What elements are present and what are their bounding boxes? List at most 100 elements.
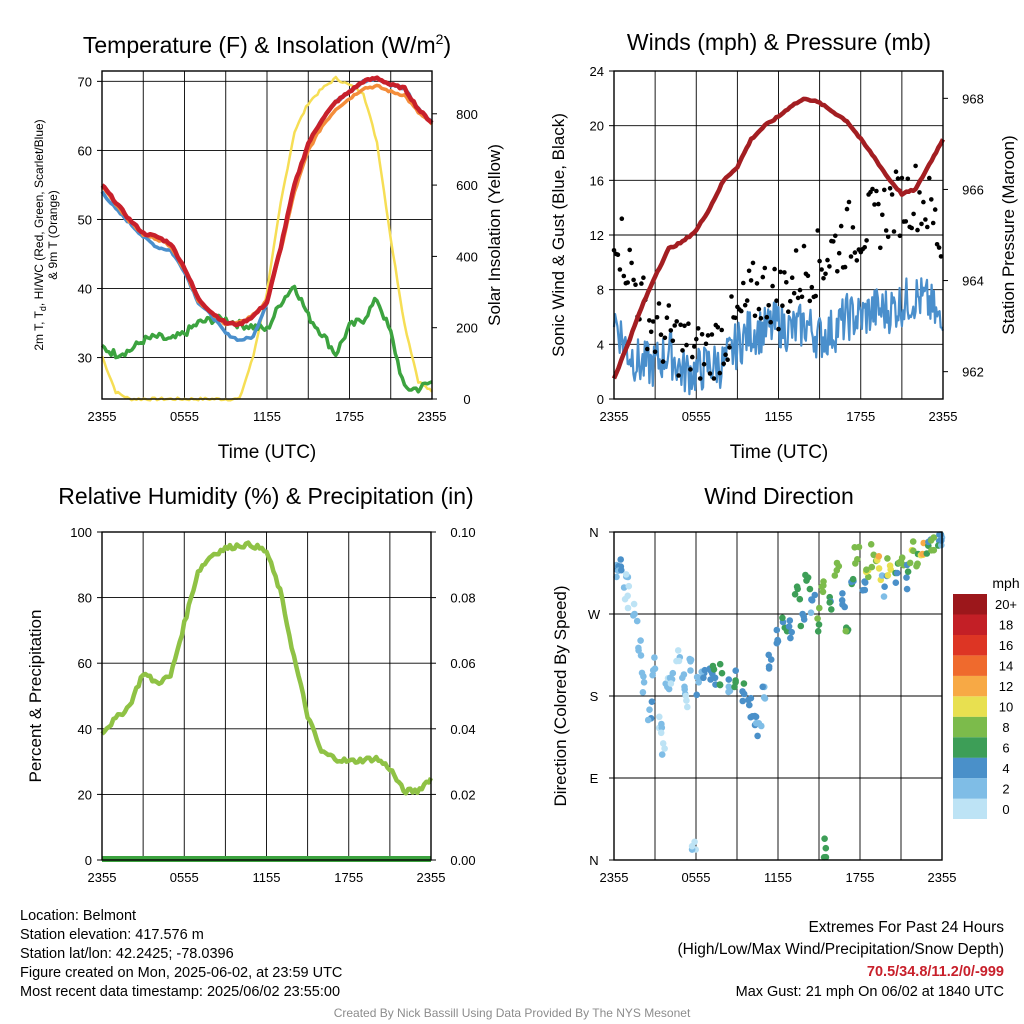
rh-x-tick-label: 0555 — [170, 870, 199, 885]
wind-y-axis-title: Sonic Wind & Gust (Blue, Black) — [549, 113, 568, 357]
colorbar-label: 2 — [1002, 781, 1009, 796]
wind-gust-point — [923, 217, 928, 222]
wind-gust-point — [723, 352, 728, 358]
dir-point — [861, 578, 868, 585]
rh-plot-frame — [101, 531, 432, 861]
colorbar-swatch — [953, 655, 987, 676]
wind-gust-point — [821, 276, 826, 281]
dir-point — [906, 559, 914, 567]
colorbar-label: 20+ — [995, 597, 1017, 612]
dir-point — [788, 628, 795, 636]
rh-y2-tick-label: 0.02 — [450, 787, 475, 802]
dir-point — [802, 571, 809, 579]
dir-point — [861, 586, 869, 594]
dir-point — [835, 562, 843, 570]
dir-point — [758, 722, 765, 730]
wind-gust-point — [903, 219, 909, 224]
wind-gust-point — [682, 323, 687, 329]
dir-point — [732, 667, 739, 674]
dir-point — [849, 575, 857, 583]
wind-gust-point — [719, 327, 724, 333]
wind-gust-point — [627, 247, 632, 253]
dir-point — [875, 553, 883, 560]
temp-y2-tick-label: 800 — [456, 107, 478, 122]
dir-point — [693, 673, 701, 681]
dir-point — [682, 692, 690, 700]
wind-gust-point — [848, 254, 854, 259]
dir-point — [746, 701, 753, 709]
wind-gust-point — [878, 245, 883, 251]
dir-point — [617, 556, 624, 563]
dir-point — [816, 604, 823, 612]
dir-point — [923, 550, 931, 557]
wind-x-axis-title: Time (UTC) — [730, 442, 829, 463]
temp-x-ticks: 2355 0555 1155 1755 2355 — [88, 409, 447, 424]
wind-gust-point — [739, 308, 744, 314]
rh-y-tick-label: 80 — [78, 591, 92, 606]
dir-point — [884, 572, 892, 579]
wind-gust-point — [913, 163, 918, 169]
dir-point — [674, 647, 682, 654]
rh-grid — [102, 532, 431, 860]
wind-gust-point — [762, 265, 768, 271]
wind-gust-point — [915, 227, 920, 233]
colorbar-swatch — [953, 614, 987, 635]
colorbar-swatch — [953, 716, 987, 738]
wind-gust-point — [639, 281, 644, 286]
extremes-values: 70.5/34.8/11.2/0/-999 — [866, 964, 1004, 980]
wind-gust-point — [621, 273, 627, 279]
wind-gust-point — [801, 243, 807, 249]
colorbar-label: 6 — [1002, 740, 1009, 755]
wind-gust-point — [809, 284, 815, 290]
wind-y-tick-label: 8 — [597, 283, 604, 298]
wind-gust-point — [629, 260, 634, 266]
wind-gust-point — [909, 225, 914, 231]
dir-point — [881, 583, 888, 590]
dir-point — [752, 719, 760, 727]
wind-gust-point — [729, 294, 734, 299]
wind-gust-point — [819, 267, 824, 272]
temp-y-tick-label: 30 — [78, 351, 92, 366]
dir-point — [806, 585, 814, 593]
wind-gust-point — [887, 186, 893, 191]
wind-panel-title: Winds (mph) & Pressure (mb) — [627, 29, 931, 55]
colorbar-label: 12 — [999, 679, 1013, 694]
wind-gust-point — [831, 239, 836, 244]
wind-gust-point — [617, 267, 623, 272]
wind-x-tick-label: 2355 — [929, 409, 958, 424]
dir-point — [819, 588, 827, 596]
wind-gust-point — [660, 359, 666, 364]
wind-gust-point — [880, 212, 885, 218]
wind-gust-point — [756, 306, 762, 312]
wind-gust-point — [752, 313, 758, 319]
rh-x-tick-label: 1755 — [334, 870, 363, 885]
wind-gust-point — [938, 254, 944, 259]
wind-gust-point — [917, 190, 922, 195]
rh-y-tick-label: 100 — [70, 525, 92, 540]
dir-point — [621, 595, 629, 603]
rh-y-ticks: 0 20 40 60 80 100 — [70, 525, 102, 868]
dir-point — [640, 673, 647, 680]
wind-panel: Winds (mph) & Pressure (mb) 04812162024 … — [549, 29, 1018, 463]
dir-point — [875, 565, 883, 572]
dir-point — [740, 690, 748, 698]
dir-point — [913, 562, 920, 570]
dir-point — [779, 614, 786, 622]
wind-gust-point — [746, 268, 752, 274]
wind-gust-point — [780, 303, 785, 309]
location-text: Location: Belmont — [20, 908, 137, 924]
dir-point — [787, 634, 794, 642]
dir-point — [820, 854, 828, 861]
wind-gust-point — [760, 274, 766, 280]
rh-y-tick-label: 20 — [78, 787, 92, 802]
wind-gust-point — [778, 269, 783, 275]
dir-point — [658, 724, 666, 731]
rh-x-tick-label: 1155 — [253, 870, 281, 885]
wind-gust-point — [825, 257, 830, 263]
temp-y-axis-title-line2: & 9m T (Orange) — [46, 190, 60, 280]
dir-point — [630, 612, 637, 619]
dir-x-tick-label: 1155 — [764, 870, 792, 885]
wind-y2-tick-label: 966 — [962, 182, 984, 197]
wind-gust-point — [672, 323, 677, 328]
